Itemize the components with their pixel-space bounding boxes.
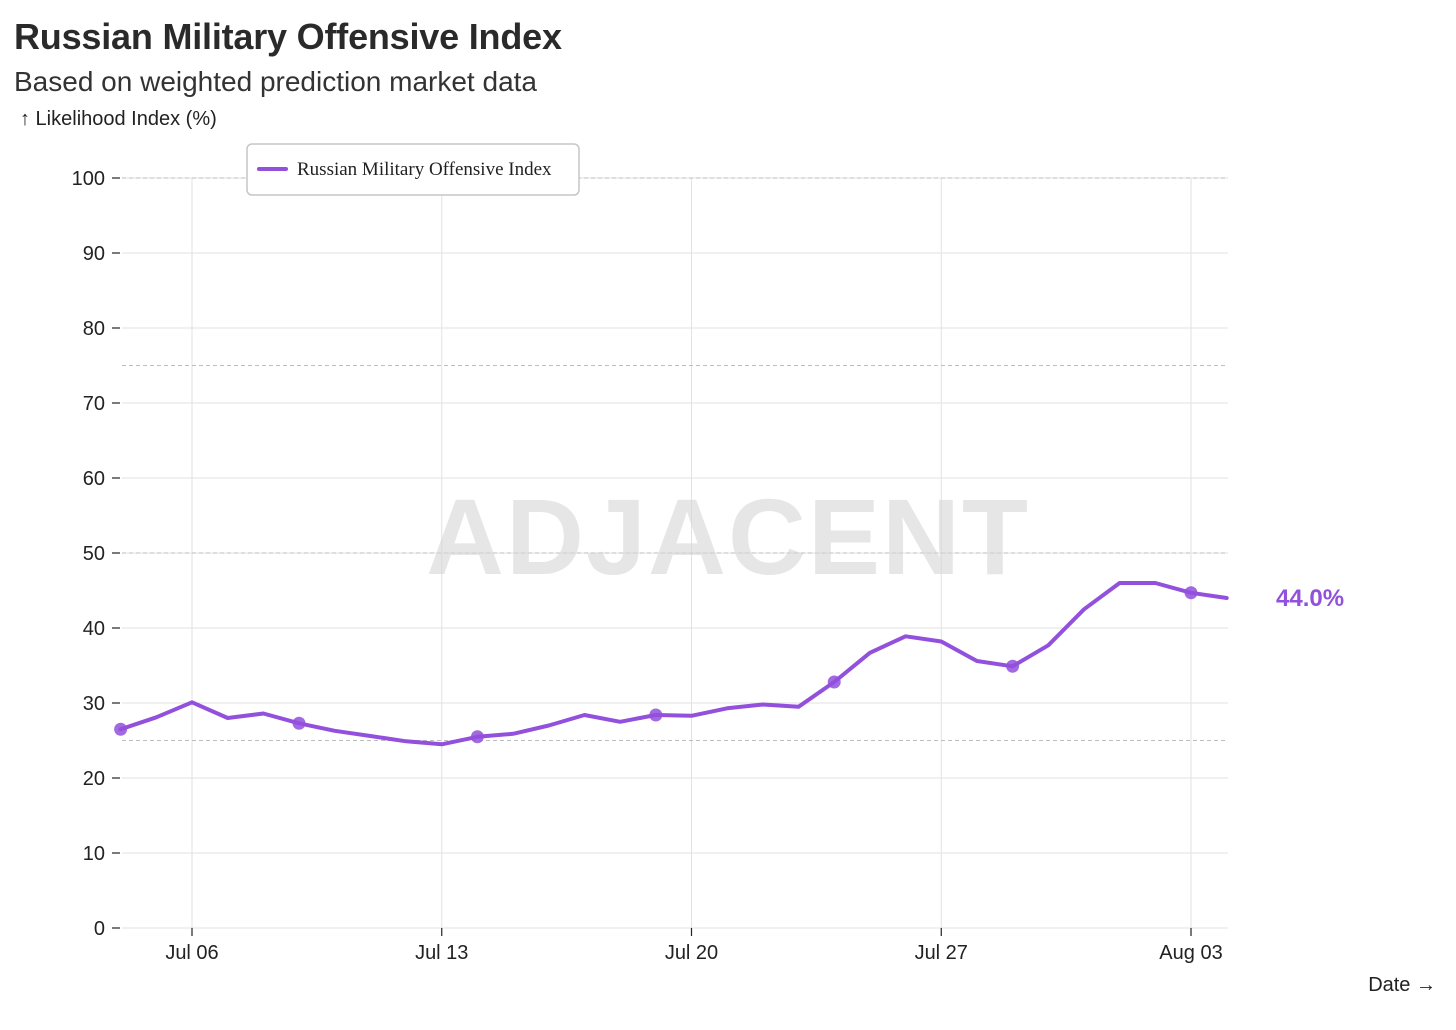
- y-tick-label: 20: [83, 768, 105, 790]
- series-line: [118, 581, 1229, 747]
- x-tick-label: Jul 06: [165, 942, 218, 964]
- data-point: [827, 675, 841, 689]
- x-tick-label: Jul 27: [915, 942, 968, 964]
- axes-layer: 0 10 20 30 40 50 60 70 80 90 100 Jul 06 Jul 13 Jul 20…: [72, 168, 1223, 964]
- chart-subtitle: Based on weighted prediction market data: [14, 66, 537, 97]
- data-point: [1184, 586, 1198, 600]
- y-tick-label: 30: [83, 693, 105, 715]
- y-axis-label: ↑ Likelihood Index (%): [20, 108, 217, 130]
- y-tick-label: 40: [83, 618, 105, 640]
- x-tick-label: Aug 03: [1159, 942, 1222, 964]
- legend-box: [246, 143, 580, 196]
- y-tick-label: 80: [83, 318, 105, 340]
- x-axis-label: Date →: [1368, 974, 1436, 996]
- x-tick-label: Jul 13: [415, 942, 468, 964]
- data-point: [114, 722, 128, 736]
- y-tick-label: 100: [72, 168, 105, 190]
- grid-layer: [122, 177, 1228, 929]
- y-tick-label: 0: [94, 918, 105, 940]
- y-tick-label: 90: [83, 243, 105, 265]
- x-tick-label: Jul 20: [665, 942, 718, 964]
- legend: Russian Military Offensive Index: [246, 143, 580, 196]
- data-point: [649, 708, 663, 722]
- end-value-label: 44.0%: [1276, 585, 1344, 612]
- legend-label: Russian Military Offensive Index: [297, 159, 552, 180]
- data-point: [470, 730, 484, 744]
- y-tick-label: 50: [83, 543, 105, 565]
- watermark: ADJACENT: [426, 476, 1030, 597]
- y-tick-label: 10: [83, 843, 105, 865]
- y-tick-label: 60: [83, 468, 105, 490]
- data-point: [292, 716, 306, 730]
- y-tick-label: 70: [83, 393, 105, 415]
- series-layer: [114, 581, 1229, 747]
- data-point: [1006, 659, 1020, 673]
- chart-title: Russian Military Offensive Index: [14, 16, 562, 57]
